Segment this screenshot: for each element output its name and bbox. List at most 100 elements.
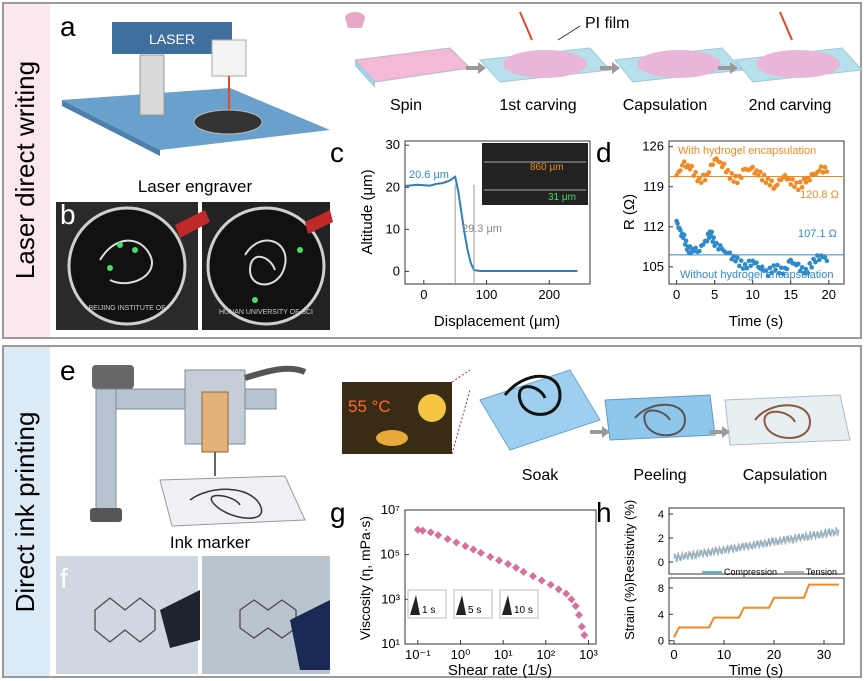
chart-d-point-s0-15-0 bbox=[788, 182, 794, 187]
chart-d-point-s0-17-0 bbox=[803, 180, 809, 185]
chart-d-point-s1-19-2 bbox=[799, 265, 805, 270]
chart-d-ytick-label-1: 112 bbox=[643, 219, 664, 234]
section-bottom-sidebar bbox=[4, 347, 50, 676]
chart-d-point-s1-14-3 bbox=[763, 268, 769, 273]
chart-h-top-ytick-label-1: 2 bbox=[658, 533, 664, 545]
chart-g-xtick-label-4: 10³ bbox=[579, 647, 598, 662]
chart-d-point-s1-2-2 bbox=[683, 238, 689, 244]
chart-d-point-s1-20-0 bbox=[803, 266, 809, 272]
chart-d-point-s1-6-0 bbox=[704, 239, 710, 244]
chart-d-point-s1-8-3 bbox=[718, 243, 723, 248]
panel-h: h 0 2 4 0 10 20 30 0 4 8 Compression Tension Resi… bbox=[596, 497, 845, 679]
chart-d-point-s1-20-3 bbox=[809, 265, 814, 270]
with-hydrogel-label: With hydrogel encapsulation bbox=[678, 145, 816, 157]
chart-d-point-s1-19-0 bbox=[796, 261, 801, 267]
chart-d-point-s1-4-2 bbox=[693, 245, 698, 251]
chart-d-point-s1-10-3 bbox=[733, 258, 738, 264]
chart-d-point-s0-11-1 bbox=[759, 177, 765, 183]
chart-d-point-s1-10-2 bbox=[731, 254, 736, 259]
chart-d-point-s1-12-1 bbox=[744, 265, 750, 271]
chart-g-point-11 bbox=[504, 560, 513, 569]
chart-h-bottom-series bbox=[673, 583, 839, 638]
chart-g-point-21 bbox=[575, 610, 584, 619]
panel-letter-f: f bbox=[60, 563, 68, 594]
chart-d-point-s1-15-0 bbox=[765, 273, 771, 279]
chart-d-point-s1-11-0 bbox=[735, 255, 740, 260]
chart-g-point-22 bbox=[577, 622, 586, 631]
chart-c-profile-line bbox=[404, 175, 578, 272]
logo-left-text: BEIJING INSTITUTE OF bbox=[88, 305, 165, 312]
chart-d-point-s0-12-1 bbox=[767, 182, 773, 188]
chart-d-point-s1-22-3 bbox=[824, 258, 830, 264]
chart-d-point-s1-8-1 bbox=[714, 240, 719, 246]
panel-d: d 0 5 10 15 20 105 112 119 126 With hydrogel enc… bbox=[596, 137, 845, 330]
chart-d-point-s1-7-2 bbox=[710, 239, 716, 244]
chart-c-xtick-label-0: 0 bbox=[420, 287, 427, 302]
chart-d-point-s0-3-1 bbox=[699, 180, 704, 186]
laser-head bbox=[211, 39, 247, 77]
chart-d-point-s1-16-2 bbox=[777, 270, 782, 276]
chart-g-xlabel: Shear rate (1/s) bbox=[448, 662, 552, 679]
chart-d-point-s0-0-0 bbox=[674, 173, 679, 178]
chart-g-ytick-label-0: 10¹ bbox=[381, 636, 400, 651]
chart-d-point-s0-1-0 bbox=[681, 159, 687, 164]
chart-d-point-s1-10-0 bbox=[727, 250, 733, 256]
panel-g: g 10⁻¹ 10⁰ 10¹ 10² 10³ 10¹ 10³ 10⁵ 10⁷ 1 s 5 s 1… bbox=[330, 497, 599, 679]
chart-d-point-s1-14-1 bbox=[759, 264, 765, 270]
chart-d-point-s0-16-1 bbox=[797, 179, 803, 185]
chart-d-xtick-label-4: 20 bbox=[822, 287, 836, 302]
capsulated-device bbox=[724, 394, 851, 446]
chart-d-xtick-label-0: 0 bbox=[673, 287, 680, 302]
chart-d-point-s1-16-0 bbox=[773, 267, 778, 273]
chart-d-point-s1-22-2 bbox=[822, 255, 828, 260]
caption-ink-marker: Ink marker bbox=[170, 533, 251, 552]
chart-h-top-ytick-label-0: 0 bbox=[658, 557, 664, 569]
chart-d-point-s1-21-1 bbox=[813, 259, 818, 265]
top-value-label: 120.8 Ω bbox=[800, 189, 839, 201]
chart-g-point-14 bbox=[528, 572, 537, 581]
chart-d-xlabel: Time (s) bbox=[729, 313, 783, 330]
chart-d-point-s0-15-3 bbox=[794, 180, 799, 185]
chart-d-point-s0-15-2 bbox=[792, 184, 797, 190]
panel-letter-h: h bbox=[596, 497, 612, 528]
inset-1s: 1 s bbox=[422, 605, 435, 616]
chart-c-ytick-label-0: 0 bbox=[393, 263, 400, 278]
chart-d-point-s0-7-0 bbox=[727, 176, 733, 181]
chart-d-point-s1-11-1 bbox=[737, 263, 742, 269]
chart-d-point-s1-20-2 bbox=[807, 261, 813, 266]
chart-h-top-series-1 bbox=[673, 526, 840, 562]
chart-d-frame bbox=[668, 140, 845, 285]
chart-h-bottom-ytick-label-0: 0 bbox=[658, 636, 664, 648]
section-top-title: Laser direct writing bbox=[10, 61, 40, 279]
chart-g-point-5 bbox=[452, 538, 461, 547]
chart-d-point-s1-17-0 bbox=[780, 271, 786, 277]
step-soak: Soak bbox=[522, 467, 559, 484]
chart-g-xtick-label-0: 10⁻¹ bbox=[405, 647, 431, 662]
chart-g-ytick-label-1: 10³ bbox=[381, 591, 400, 606]
chart-c-inset bbox=[482, 143, 588, 205]
chart-d-point-s1-17-2 bbox=[784, 266, 790, 272]
chart-d-point-s0-17-2 bbox=[807, 177, 813, 183]
chart-d-point-s0-0-3 bbox=[680, 163, 685, 168]
chart-c-ylabel: Altitude (μm) bbox=[359, 169, 376, 254]
panel-f: f bbox=[56, 556, 330, 674]
chart-d-point-s0-18-3 bbox=[816, 168, 822, 174]
chart-d-ytick-label-3: 126 bbox=[642, 139, 664, 154]
chart-g-point-0 bbox=[413, 525, 422, 534]
chart-h-top-frame bbox=[668, 507, 845, 575]
chart-d-point-s0-7-1 bbox=[729, 171, 735, 176]
engraved-disc bbox=[193, 109, 263, 135]
chart-g-point-2 bbox=[426, 528, 435, 537]
chart-g-frame bbox=[404, 509, 597, 645]
chart-h-top-ytick-label-2: 4 bbox=[658, 509, 664, 521]
chart-g-point-1 bbox=[418, 526, 427, 535]
chart-d-point-s0-7-2 bbox=[731, 179, 736, 184]
chart-d-point-s1-12-3 bbox=[748, 263, 754, 269]
chart-d-point-s0-19-2 bbox=[822, 164, 828, 170]
chart-d-ylabel: R (Ω) bbox=[621, 194, 638, 230]
chart-g-point-8 bbox=[476, 548, 485, 557]
logo-disc-left bbox=[67, 206, 187, 326]
chart-g-point-7 bbox=[469, 545, 478, 554]
chart-d-xtick-label-3: 15 bbox=[784, 287, 798, 302]
chart-g-point-6 bbox=[461, 542, 470, 551]
